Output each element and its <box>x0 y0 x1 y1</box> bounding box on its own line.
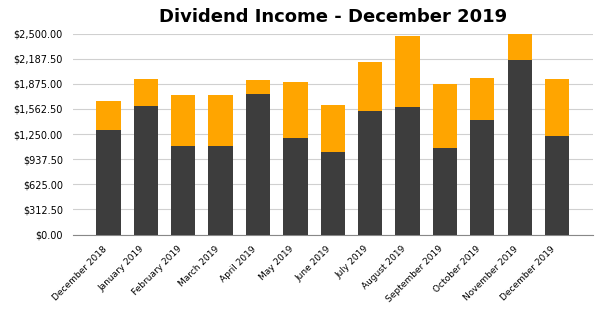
Bar <box>321 105 345 152</box>
Bar <box>134 78 158 106</box>
Bar <box>134 106 158 234</box>
Bar <box>209 95 233 146</box>
Bar <box>508 34 532 60</box>
Bar <box>171 95 195 146</box>
Bar <box>470 120 494 234</box>
Title: Dividend Income - December 2019: Dividend Income - December 2019 <box>159 8 507 26</box>
Bar <box>321 152 345 234</box>
Bar <box>396 36 420 108</box>
Bar <box>508 60 532 234</box>
Bar <box>545 136 569 234</box>
Bar <box>470 78 494 120</box>
Bar <box>283 82 307 138</box>
Bar <box>358 112 382 234</box>
Bar <box>545 78 569 136</box>
Bar <box>433 148 457 234</box>
Bar <box>358 62 382 112</box>
Bar <box>433 84 457 148</box>
Bar <box>396 108 420 234</box>
Bar <box>246 94 270 234</box>
Bar <box>96 101 120 130</box>
Bar <box>283 138 307 234</box>
Bar <box>171 146 195 234</box>
Bar <box>96 130 120 234</box>
Bar <box>209 146 233 234</box>
Bar <box>246 80 270 94</box>
